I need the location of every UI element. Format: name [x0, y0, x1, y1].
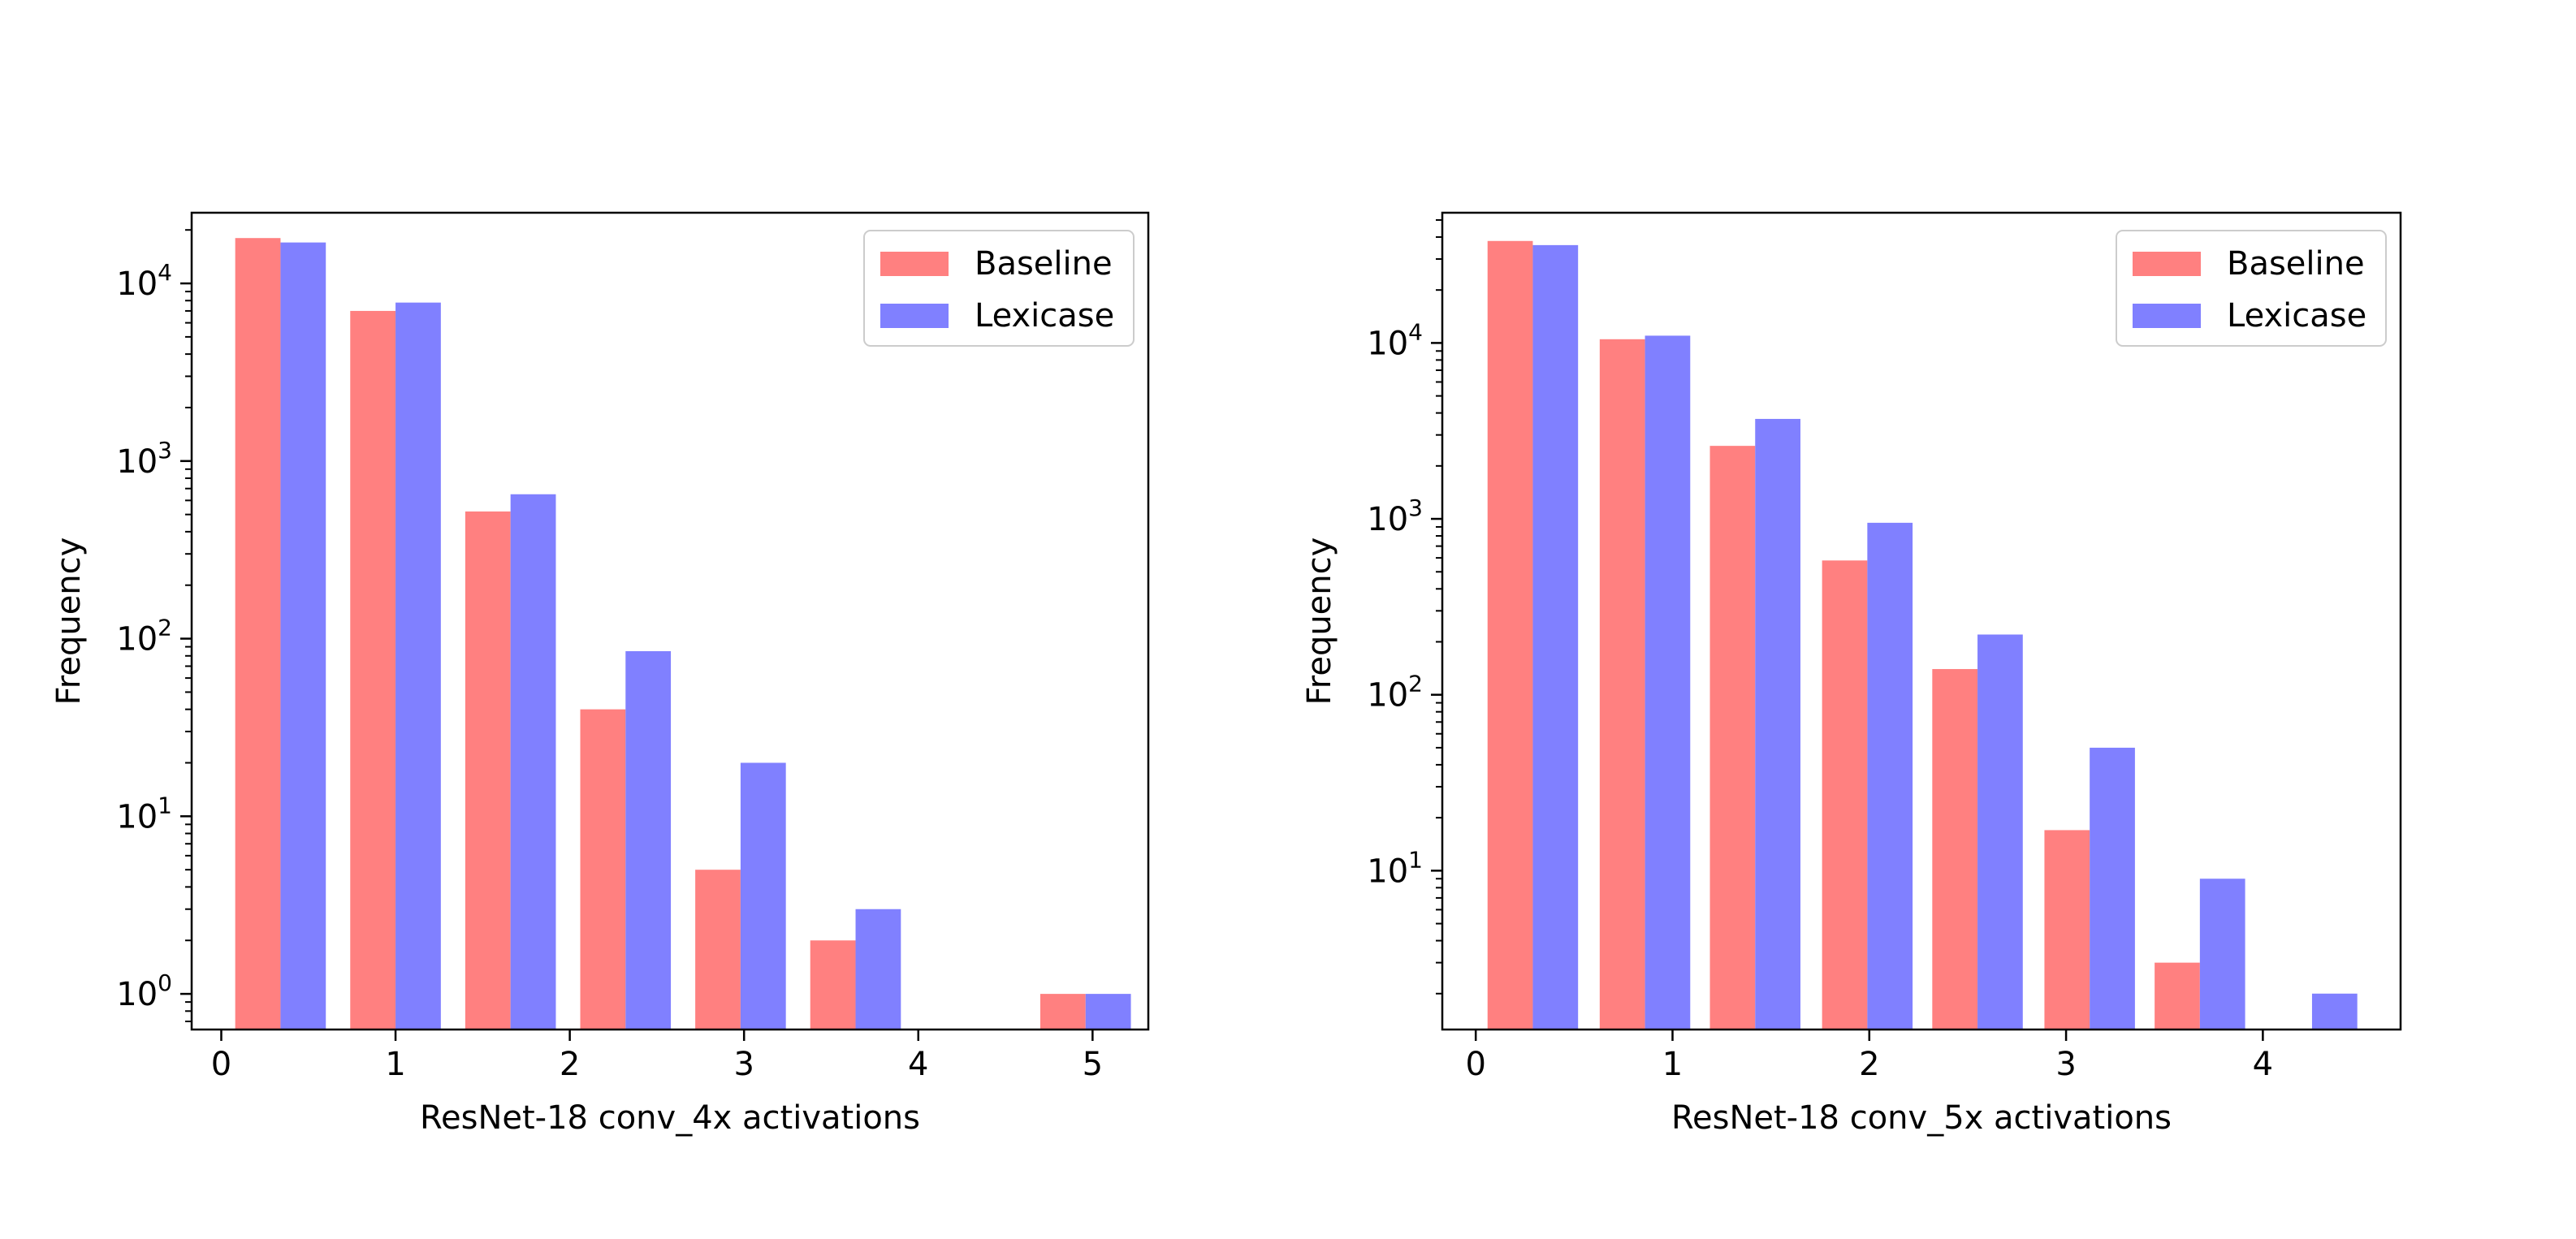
bar-lexicase-2 — [510, 494, 556, 1030]
plot-frame — [1441, 211, 2402, 1031]
x-tick-label: 3 — [2055, 1046, 2076, 1083]
x-tick-label: 4 — [908, 1046, 928, 1083]
y-tick-label: 104 — [1367, 318, 1423, 362]
y-tick-exponent: 0 — [158, 969, 172, 996]
legend-label-baseline: Baseline — [975, 245, 1113, 283]
bar-baseline-2 — [465, 511, 511, 1030]
bar-baseline-6 — [2155, 962, 2200, 1030]
bar-baseline-2 — [1709, 446, 1756, 1030]
y-tick-base: 10 — [1367, 325, 1408, 362]
bar-lexicase-1 — [1645, 335, 1691, 1030]
bar-lexicase-4 — [1977, 634, 2023, 1030]
y-axis-label: Frequency — [50, 537, 88, 706]
bar-baseline-5 — [2044, 830, 2090, 1030]
bar-baseline-0 — [1487, 240, 1533, 1030]
bar-baseline-1 — [350, 310, 396, 1030]
bar-baseline-4 — [1932, 669, 1978, 1030]
bar-baseline-6 — [1039, 994, 1086, 1030]
y-tick-label: 104 — [116, 259, 172, 303]
y-tick-base: 10 — [1367, 501, 1408, 538]
x-tick-label: 3 — [733, 1046, 754, 1083]
bar-lexicase-3 — [1867, 522, 1913, 1030]
y-tick-exponent: 4 — [1408, 318, 1423, 345]
y-tick-label: 101 — [116, 792, 172, 835]
y-tick-label: 101 — [1367, 846, 1423, 890]
y-tick-exponent: 2 — [1408, 671, 1423, 697]
y-tick-exponent: 1 — [158, 792, 172, 818]
bar-baseline-1 — [1599, 339, 1645, 1030]
x-tick-label: 2 — [1859, 1046, 1879, 1083]
legend-label-lexicase: Lexicase — [975, 297, 1114, 335]
legend-swatch-lexicase — [2133, 304, 2201, 328]
x-tick-label: 0 — [1465, 1046, 1485, 1083]
bar-baseline-3 — [580, 709, 626, 1030]
y-tick-label: 103 — [1367, 494, 1423, 538]
bar-lexicase-4 — [740, 762, 786, 1030]
y-tick-exponent: 3 — [158, 437, 172, 464]
bar-lexicase-5 — [855, 909, 901, 1030]
y-axis-label: Frequency — [1301, 537, 1338, 706]
x-axis-label: ResNet-18 conv_5x activations — [1671, 1099, 2172, 1137]
legend-swatch-baseline — [2133, 252, 2201, 276]
y-tick-base: 10 — [116, 621, 158, 658]
bar-lexicase-6 — [2199, 879, 2245, 1030]
x-tick-label: 1 — [385, 1046, 405, 1083]
y-tick-label: 102 — [116, 615, 172, 658]
x-tick-label: 4 — [2253, 1046, 2273, 1083]
x-tick-label: 2 — [560, 1046, 580, 1083]
legend-label-baseline: Baseline — [2227, 245, 2365, 283]
bar-baseline-3 — [1822, 560, 1868, 1030]
x-axis-label: ResNet-18 conv_4x activations — [420, 1099, 920, 1137]
bar-baseline-0 — [235, 238, 281, 1030]
bar-lexicase-5 — [2090, 747, 2135, 1030]
x-tick-label: 5 — [1083, 1046, 1103, 1083]
y-tick-base: 10 — [116, 443, 158, 481]
legend-swatch-lexicase — [880, 304, 949, 328]
y-tick-label: 100 — [116, 969, 172, 1013]
bar-baseline-4 — [695, 870, 741, 1030]
bar-lexicase-6 — [1085, 994, 1131, 1030]
plot-frame — [190, 211, 1150, 1031]
y-tick-base: 10 — [116, 976, 158, 1013]
y-tick-exponent: 1 — [1408, 846, 1423, 873]
bar-lexicase-3 — [625, 651, 672, 1030]
y-tick-exponent: 2 — [158, 615, 172, 641]
x-tick-label: 1 — [1662, 1046, 1683, 1083]
y-tick-label: 102 — [1367, 671, 1423, 714]
y-tick-exponent: 3 — [1408, 494, 1423, 521]
y-tick-base: 10 — [116, 798, 158, 835]
bar-lexicase-0 — [1532, 244, 1579, 1030]
bar-baseline-5 — [810, 940, 856, 1030]
y-tick-label: 103 — [116, 437, 172, 481]
y-tick-base: 10 — [1367, 853, 1408, 890]
bar-lexicase-1 — [395, 302, 441, 1030]
y-tick-base: 10 — [1367, 677, 1408, 714]
bar-lexicase-0 — [280, 242, 326, 1030]
legend-swatch-baseline — [880, 252, 949, 276]
x-tick-label: 0 — [211, 1046, 231, 1083]
bar-lexicase-2 — [1755, 418, 1800, 1030]
y-tick-base: 10 — [116, 266, 158, 303]
bar-lexicase-7 — [2311, 993, 2358, 1030]
legend-label-lexicase: Lexicase — [2227, 297, 2366, 335]
y-tick-exponent: 4 — [158, 259, 172, 286]
